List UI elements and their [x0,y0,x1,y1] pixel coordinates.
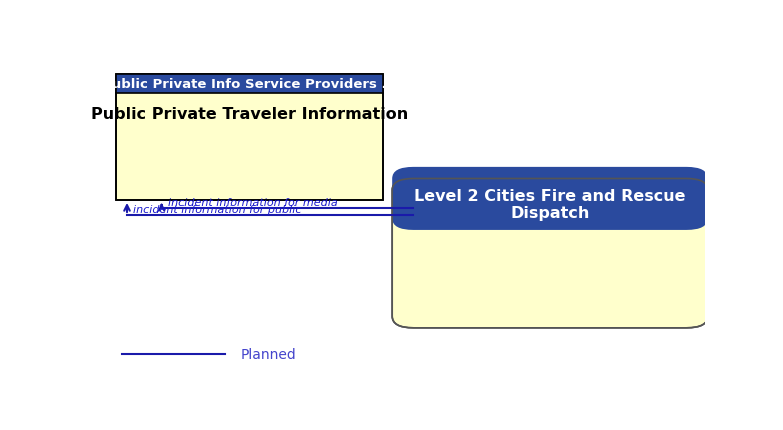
Text: Public Private Traveler Information: Public Private Traveler Information [91,107,408,122]
FancyBboxPatch shape [392,167,708,230]
Bar [116,75,383,94]
Bar [413,205,687,219]
Text: Public Private Info Service Providers ...: Public Private Info Service Providers ..… [102,78,397,91]
Bar [116,75,383,200]
Text: Planned: Planned [240,347,296,362]
Text: incident information for media: incident information for media [168,197,337,208]
Text: incident information for public: incident information for public [133,204,301,214]
FancyBboxPatch shape [392,179,708,328]
Text: Level 2 Cities Fire and Rescue
Dispatch: Level 2 Cities Fire and Rescue Dispatch [414,189,686,221]
Bar [116,75,383,200]
